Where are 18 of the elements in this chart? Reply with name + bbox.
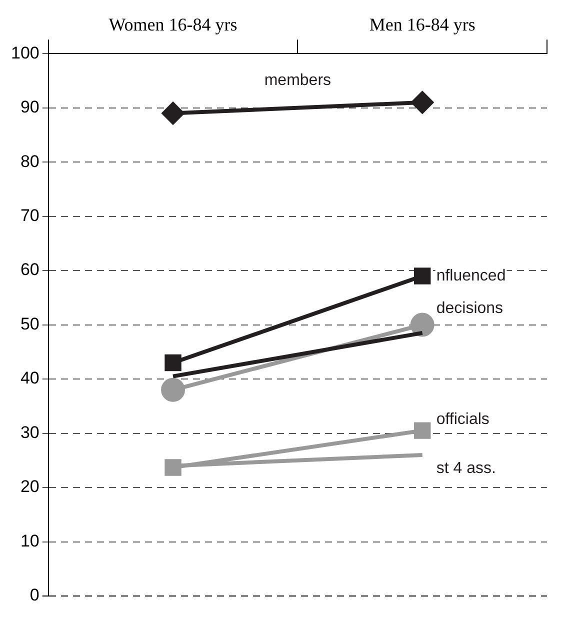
- annotation: officials: [436, 411, 490, 428]
- y-tick-label: 60: [20, 260, 40, 280]
- annotation: members: [264, 72, 332, 90]
- y-tick-label: 10: [20, 531, 40, 550]
- y-tick-label: 0: [30, 586, 40, 605]
- x-tick-label: Women 16-84 yrs: [108, 14, 238, 35]
- y-tick-label: 50: [20, 314, 40, 334]
- x-tick-label: Men 16-84 yrs: [369, 14, 476, 35]
- y-tick-label: 30: [20, 422, 40, 442]
- annotation: nfluenced: [436, 267, 506, 284]
- y-tick-label: 70: [20, 206, 40, 226]
- annotation: st 4 ass.: [436, 460, 496, 477]
- y-tick-label: 40: [20, 368, 40, 388]
- y-tick-label: 80: [20, 152, 40, 171]
- y-tick-label: 90: [20, 98, 40, 117]
- annotation: decisions: [436, 300, 504, 317]
- y-tick-label: 100: [10, 43, 40, 62]
- y-tick-label: 20: [20, 477, 40, 496]
